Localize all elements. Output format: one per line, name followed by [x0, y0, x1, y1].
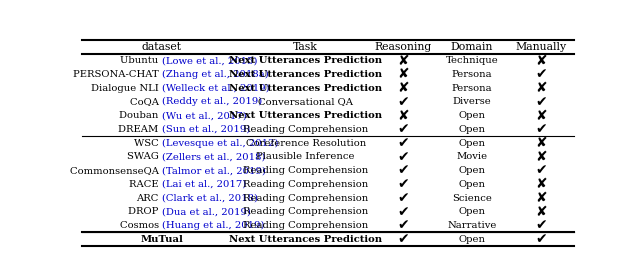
Text: ✔: ✔: [397, 205, 409, 219]
Text: MuTual: MuTual: [140, 235, 183, 244]
Text: WSC: WSC: [134, 139, 162, 148]
Text: Next Utterances Prediction: Next Utterances Prediction: [229, 56, 382, 65]
Text: ✔: ✔: [397, 232, 409, 246]
Text: (Welleck et al., 2019): (Welleck et al., 2019): [162, 83, 269, 93]
Text: ✘: ✘: [536, 136, 547, 150]
Text: Open: Open: [458, 139, 485, 148]
Text: ✔: ✔: [397, 122, 409, 136]
Text: ✔: ✔: [536, 95, 547, 109]
Text: Movie: Movie: [456, 152, 488, 161]
Text: Open: Open: [458, 166, 485, 175]
Text: ✔: ✔: [397, 150, 409, 164]
Text: (Talmor et al., 2019): (Talmor et al., 2019): [162, 166, 266, 175]
Text: Narrative: Narrative: [447, 221, 497, 230]
Text: dataset: dataset: [142, 42, 182, 52]
Text: Persona: Persona: [452, 83, 492, 93]
Text: ✔: ✔: [397, 177, 409, 191]
Text: Reasoning: Reasoning: [375, 42, 432, 52]
Text: Technique: Technique: [445, 56, 498, 65]
Text: Conversational QA: Conversational QA: [258, 97, 353, 106]
Text: Reading Comprehension: Reading Comprehension: [243, 207, 368, 216]
Text: (Lai et al., 2017): (Lai et al., 2017): [162, 180, 246, 189]
Text: (Reddy et al., 2019): (Reddy et al., 2019): [162, 97, 262, 106]
Text: Reading Comprehension: Reading Comprehension: [243, 194, 368, 203]
Text: Next Utterances Prediction: Next Utterances Prediction: [229, 111, 382, 120]
Text: Open: Open: [458, 180, 485, 189]
Text: DROP: DROP: [129, 207, 162, 216]
Text: ✘: ✘: [536, 177, 547, 191]
Text: Open: Open: [458, 235, 485, 244]
Text: ARC: ARC: [136, 194, 162, 203]
Text: Ubuntu: Ubuntu: [120, 56, 162, 65]
Text: Douban: Douban: [119, 111, 162, 120]
Text: (Wu et al., 2017): (Wu et al., 2017): [162, 111, 246, 120]
Text: ✘: ✘: [536, 54, 547, 68]
Text: ✔: ✔: [536, 218, 547, 232]
Text: ✘: ✘: [397, 67, 409, 81]
Text: ✔: ✔: [536, 122, 547, 136]
Text: ✘: ✘: [536, 81, 547, 95]
Text: ✔: ✔: [397, 218, 409, 232]
Text: ✘: ✘: [397, 109, 409, 122]
Text: (Clark et al., 2018): (Clark et al., 2018): [162, 194, 258, 203]
Text: Reading Comprehension: Reading Comprehension: [243, 166, 368, 175]
Text: Persona: Persona: [452, 70, 492, 79]
Text: ✔: ✔: [536, 67, 547, 81]
Text: ✔: ✔: [536, 232, 547, 246]
Text: ✔: ✔: [536, 163, 547, 177]
Text: Open: Open: [458, 111, 485, 120]
Text: Task: Task: [293, 42, 318, 52]
Text: (Levesque et al., 2012): (Levesque et al., 2012): [162, 138, 278, 148]
Text: ✘: ✘: [397, 81, 409, 95]
Text: Domain: Domain: [451, 42, 493, 52]
Text: Diverse: Diverse: [452, 97, 492, 106]
Text: (Lowe et al., 2015): (Lowe et al., 2015): [162, 56, 257, 65]
Text: CoQA: CoQA: [130, 97, 162, 106]
Text: ✘: ✘: [397, 54, 409, 68]
Text: ✔: ✔: [397, 136, 409, 150]
Text: ✘: ✘: [536, 109, 547, 122]
Text: RACE: RACE: [129, 180, 162, 189]
Text: SWAG: SWAG: [127, 152, 162, 161]
Text: ✘: ✘: [536, 191, 547, 205]
Text: (Sun et al., 2019): (Sun et al., 2019): [162, 125, 250, 134]
Text: Reading Comprehension: Reading Comprehension: [243, 221, 368, 230]
Text: ✔: ✔: [397, 163, 409, 177]
Text: (Huang et al., 2019): (Huang et al., 2019): [162, 221, 264, 230]
Text: ✘: ✘: [536, 150, 547, 164]
Text: Open: Open: [458, 207, 485, 216]
Text: Reading Comprehension: Reading Comprehension: [243, 125, 368, 134]
Text: Next Utterances Prediction: Next Utterances Prediction: [229, 235, 382, 244]
Text: PERSONA-CHAT: PERSONA-CHAT: [73, 70, 162, 79]
Text: (Dua et al., 2019): (Dua et al., 2019): [162, 207, 251, 216]
Text: DREAM: DREAM: [118, 125, 162, 134]
Text: ✔: ✔: [397, 191, 409, 205]
Text: Open: Open: [458, 125, 485, 134]
Text: Dialogue NLI: Dialogue NLI: [91, 83, 162, 93]
Text: CommonsenseQA: CommonsenseQA: [70, 166, 162, 175]
Text: Manually: Manually: [516, 42, 567, 52]
Text: Science: Science: [452, 194, 492, 203]
Text: (Zhang et al., 2018a): (Zhang et al., 2018a): [162, 70, 269, 79]
Text: ✔: ✔: [397, 95, 409, 109]
Text: Next Utterances Prediction: Next Utterances Prediction: [229, 70, 382, 79]
Text: Plausible Inference: Plausible Inference: [257, 152, 355, 161]
Text: Reading Comprehension: Reading Comprehension: [243, 180, 368, 189]
Text: ✘: ✘: [536, 205, 547, 219]
Text: (Zellers et al., 2018): (Zellers et al., 2018): [162, 152, 266, 161]
Text: Next Utterances Prediction: Next Utterances Prediction: [229, 83, 382, 93]
Text: Cosmos: Cosmos: [120, 221, 162, 230]
Text: Coreference Resolution: Coreference Resolution: [246, 139, 366, 148]
